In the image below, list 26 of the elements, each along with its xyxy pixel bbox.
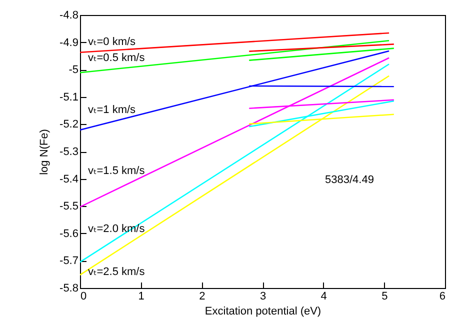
- annotation: 5383/4.49: [325, 174, 374, 186]
- x-tick-label: 4: [320, 290, 327, 302]
- annotation: vₜ=0 km/s: [88, 36, 136, 48]
- y-tick-label: -5.8: [60, 282, 78, 294]
- annotation: vₜ=0.5 km/s: [88, 52, 146, 64]
- y-tick-label: -5: [68, 64, 78, 76]
- y-tick-label: -5.2: [60, 118, 78, 131]
- x-tick-label: 5: [382, 290, 388, 302]
- y-tick-label: -4.9: [60, 36, 78, 49]
- y-tick-label: -5.7: [60, 255, 78, 268]
- x-axis-title: Excitation potential (eV): [204, 306, 322, 318]
- y-tick-label: -5.6: [60, 228, 78, 240]
- y-tick-label: -5.3: [60, 146, 78, 158]
- x-tick-label: 3: [260, 290, 266, 302]
- y-tick-label: -4.8: [60, 10, 78, 22]
- x-tick-label: 2: [199, 290, 206, 302]
- x-tick-label: 6: [439, 290, 446, 302]
- annotation: vₜ=1.5 km/s: [88, 165, 146, 177]
- x-tick-label: 0: [80, 290, 87, 302]
- y-tick-label: -5.1: [60, 91, 78, 104]
- annotation: vₜ=2.5 km/s: [88, 266, 146, 278]
- y-tick-label: -5.4: [60, 173, 78, 186]
- y-axis-title: log N(Fe): [38, 129, 51, 175]
- annotation: vₜ=1 km/s: [88, 104, 136, 116]
- x-tick-label: 1: [138, 290, 144, 302]
- y-tick-label: -5.5: [60, 200, 78, 213]
